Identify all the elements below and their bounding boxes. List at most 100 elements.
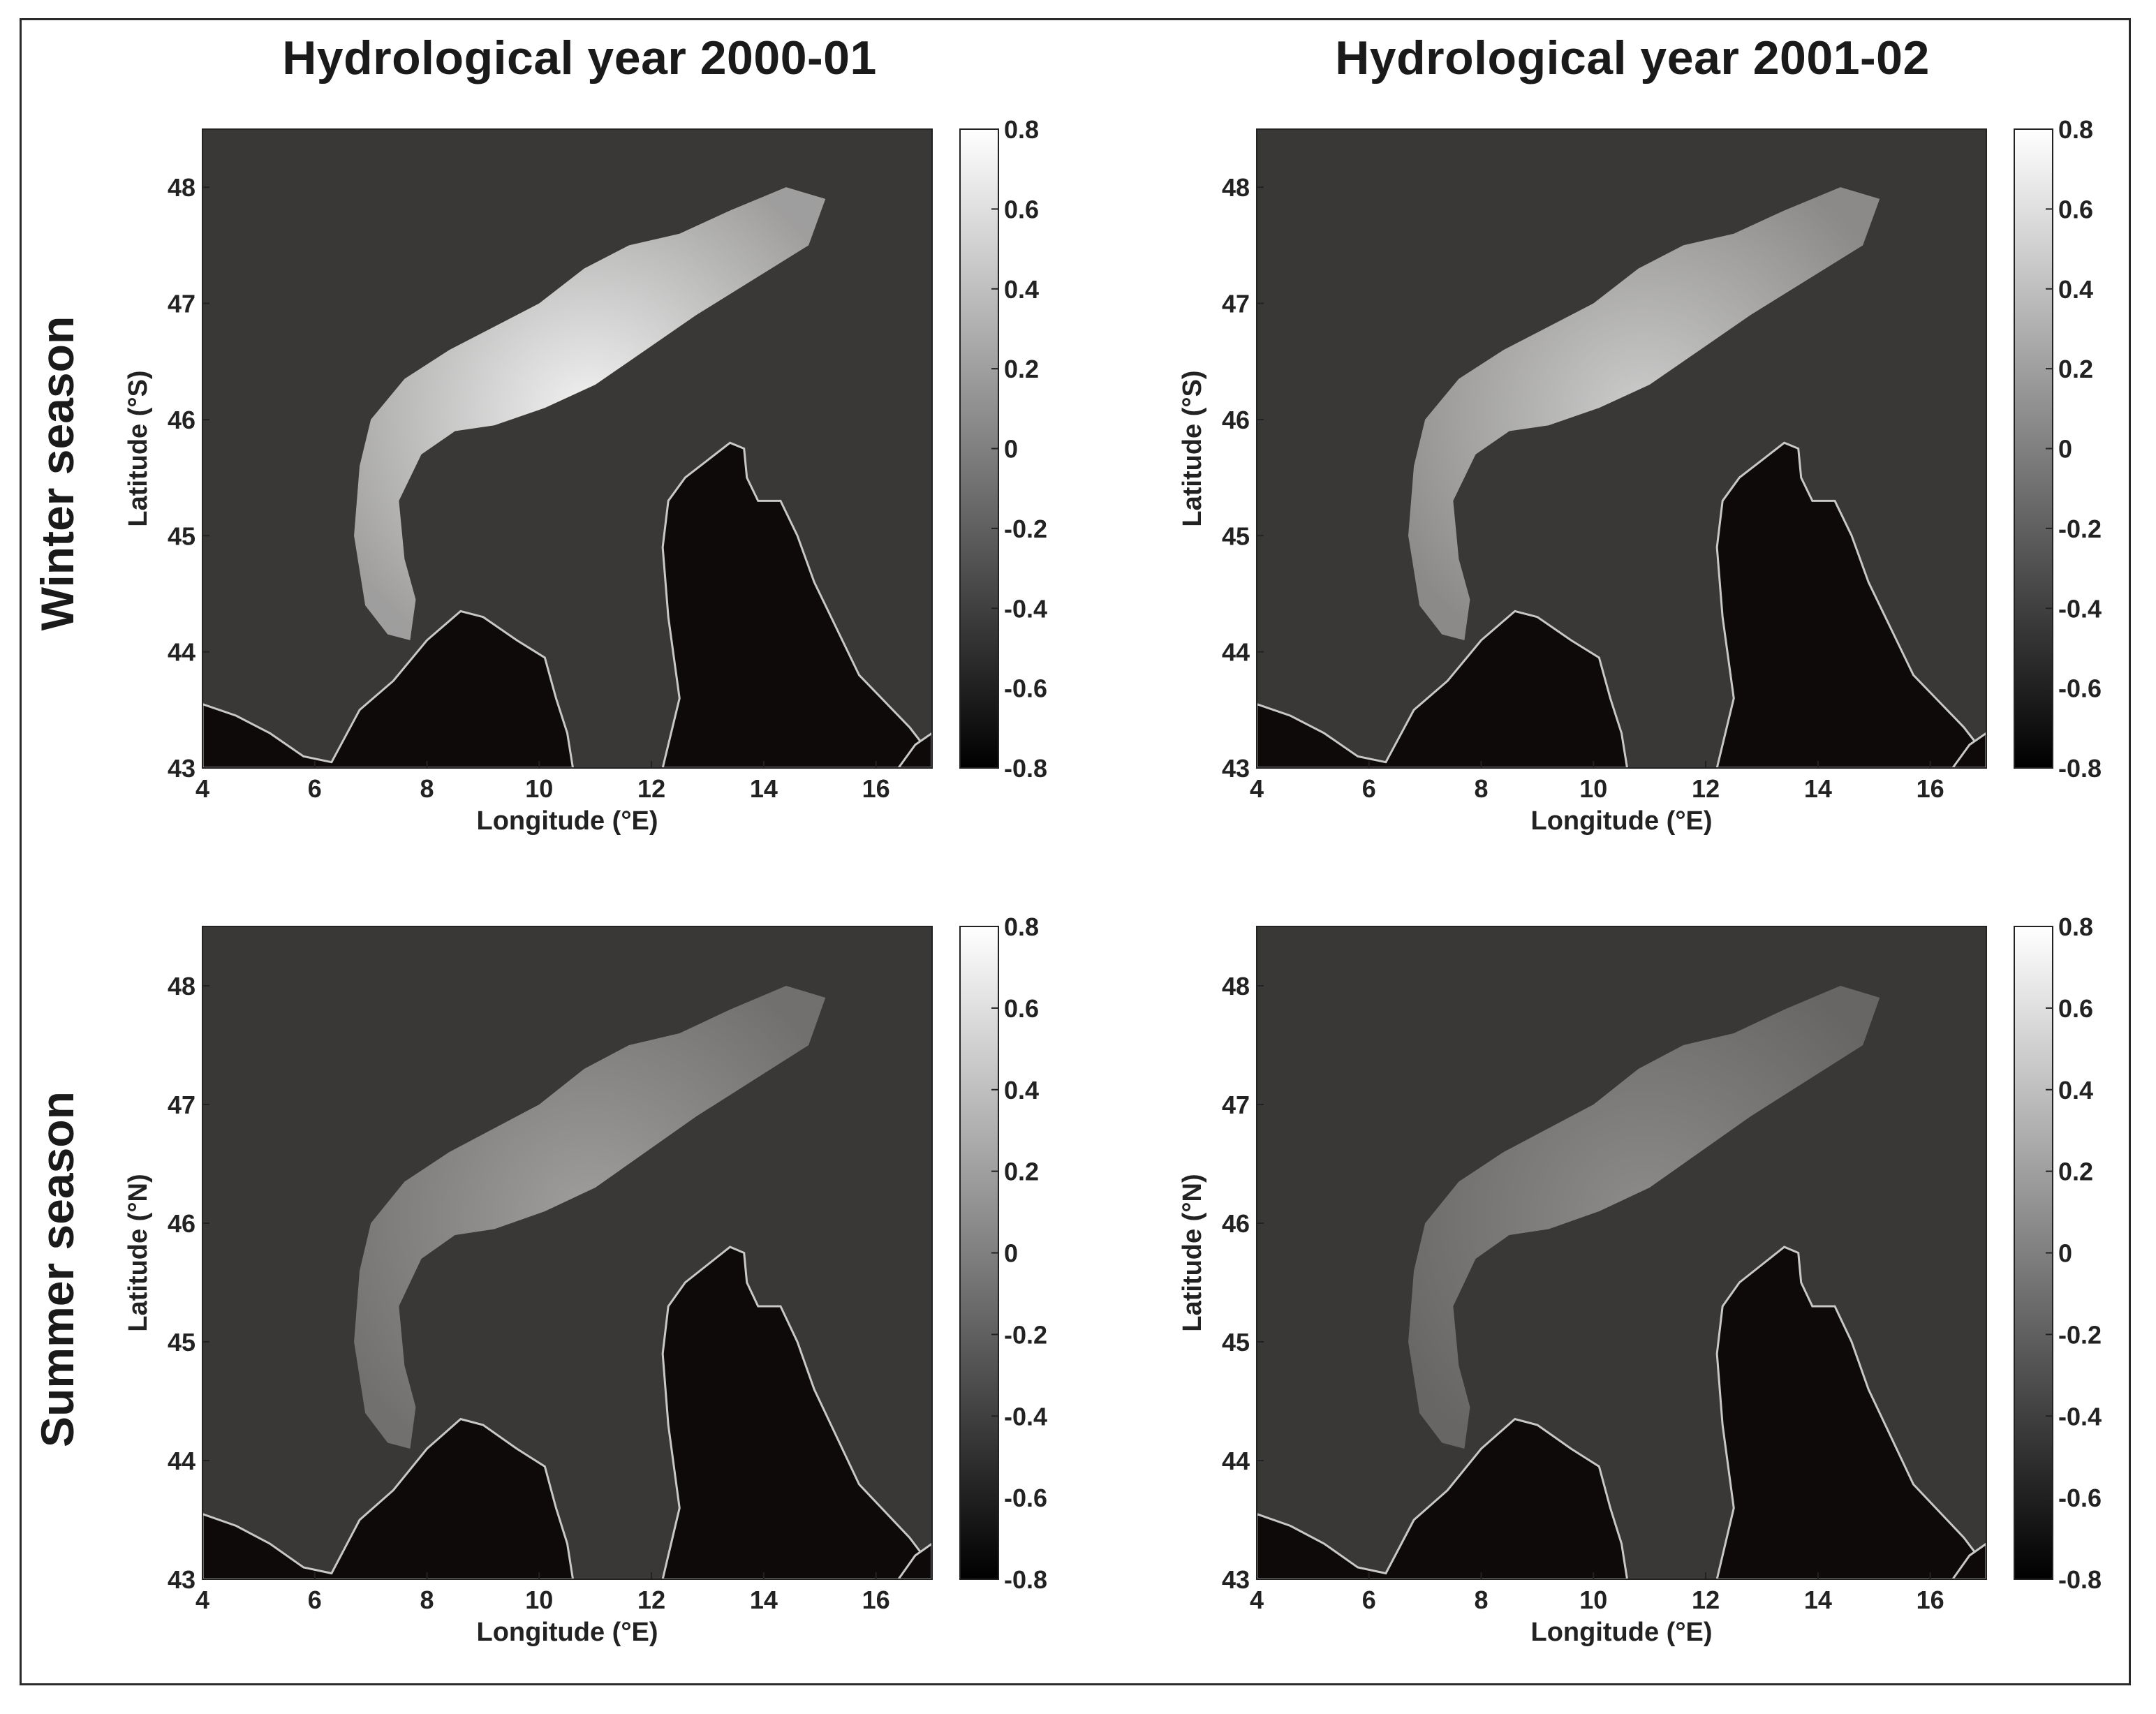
colorbar-tick-label: -0.6 [2058,674,2102,703]
y-tick-label: 43 [168,1565,195,1594]
y-tick-label: 48 [1222,173,1250,202]
alps-snow-region [1408,187,1880,640]
colorbar-tick-label: -0.4 [1004,1402,1047,1431]
adriatic-sea [661,441,932,768]
x-axis-title: Longitude (°E) [1530,1618,1712,1647]
y-axis-title: Latitude (°S) [124,370,153,526]
x-tick-label: 16 [862,774,890,803]
colorbar-tick-label: -0.4 [1004,594,1047,623]
x-tick-label: 10 [525,1586,553,1614]
x-tick-label: 10 [1579,1586,1607,1614]
row-title-summer: Summer season [31,1091,83,1447]
x-tick-label: 16 [1917,774,1944,803]
y-axis-title: Latitude (°S) [1178,370,1207,526]
sea-corner [1951,732,1986,768]
colorbar-tick-label: 0.8 [2058,913,2093,941]
x-tick-label: 4 [1250,1586,1264,1614]
y-tick-label: 43 [1222,1565,1250,1594]
column-title-2001-02: Hydrological year 2001-02 [1335,31,1930,84]
colorbar-tick-label: -0.8 [1004,754,1047,783]
colorbar-tick-label: 0.4 [1004,275,1039,304]
colorbar-tick-label: 0.8 [1004,913,1039,941]
sea-corner [896,1542,932,1579]
y-tick-label: 46 [168,406,195,434]
y-tick-label: 48 [1222,972,1250,1000]
y-tick-label: 46 [168,1209,195,1238]
colorbar-tick-label: 0.8 [1004,115,1039,144]
x-axis-title: Longitude (°E) [476,806,658,836]
x-tick-label: 12 [1692,774,1720,803]
y-tick-label: 44 [168,1447,195,1475]
y-tick-label: 48 [168,173,195,202]
colorbar-tick-label: 0 [2058,435,2072,464]
x-tick-label: 14 [750,774,778,803]
colorbar-tick-label: 0 [2058,1239,2072,1268]
colorbar-tick-label: 0.2 [1004,355,1039,383]
y-tick-label: 44 [1222,1447,1250,1475]
y-tick-label: 45 [168,1328,195,1357]
colorbar-tick-label: -0.2 [2058,1320,2102,1349]
plot-frame [202,128,933,769]
panel-summer-2000-01: 4 6 8 10 12 14 16 43 44 45 46 47 48 Longitude (°E) Lat… [105,902,1082,1670]
y-tick-label: 47 [168,290,195,318]
alps-snow-region [354,986,826,1449]
x-tick-label: 12 [1692,1586,1720,1614]
colorbar-tick-label: 0.8 [2058,115,2093,144]
x-tick-label: 4 [1250,774,1264,803]
colorbar-tick-label: 0.6 [1004,994,1039,1023]
colorbar-tick-label: 0.2 [1004,1158,1039,1186]
alps-snow-region [354,187,826,640]
x-tick-label: 14 [1804,774,1832,803]
y-tick-label: 48 [168,972,195,1000]
y-tick-label: 45 [168,522,195,550]
y-tick-label: 43 [1222,754,1250,783]
x-tick-label: 4 [195,1586,209,1614]
sea-corner [1951,1542,1986,1579]
colorbar-tick-label: -0.2 [1004,515,1047,543]
colorbar-tick-label: -0.6 [2058,1484,2102,1512]
x-tick-label: 8 [1475,774,1489,803]
y-tick-label: 46 [1222,1209,1250,1238]
x-tick-label: 14 [750,1586,778,1614]
colorbar-tick-label: 0.6 [2058,195,2093,223]
colorbar-tick-label: -0.4 [2058,1402,2102,1431]
x-tick-label: 6 [308,774,322,803]
y-tick-label: 47 [168,1091,195,1119]
y-axis-title: Latitude (°N) [1178,1174,1207,1331]
adriatic-sea [1715,441,1986,768]
x-tick-label: 14 [1804,1586,1832,1614]
adriatic-sea [1715,1246,1986,1579]
plot-frame [1256,926,1987,1580]
colorbar-tick-label: -0.2 [1004,1320,1047,1349]
colorbar-tick-label: 0.2 [2058,355,2093,383]
x-tick-label: 6 [1362,774,1376,803]
x-tick-label: 16 [862,1586,890,1614]
x-tick-label: 12 [637,774,665,803]
y-tick-label: 47 [1222,1091,1250,1119]
colorbar-tick-label: 0.6 [1004,195,1039,223]
colorbar-tick-label: -0.6 [1004,674,1047,703]
ligurian-sea [202,1417,575,1579]
row-title-winter: Winter season [31,316,83,631]
x-tick-label: 12 [637,1586,665,1614]
x-tick-label: 6 [1362,1586,1376,1614]
x-tick-label: 8 [420,1586,434,1614]
figure-frame [20,18,2131,1685]
x-tick-label: 8 [1475,1586,1489,1614]
plot-frame [202,926,933,1580]
x-tick-label: 16 [1917,1586,1944,1614]
column-title-2000-01: Hydrological year 2000-01 [282,31,877,84]
colorbar-tick-label: -0.8 [2058,754,2102,783]
colorbar-tick-label: 0 [1004,1239,1018,1268]
colorbar-tick-label: 0.4 [1004,1076,1039,1105]
panel-summer-2001-02: 4 6 8 10 12 14 16 43 44 45 46 47 48 Longitude (°E) Lat… [1159,902,2136,1670]
y-tick-label: 43 [168,754,195,783]
panel-winter-2001-02: 4 6 8 10 12 14 16 43 44 45 46 47 48 Longitude (°E) Lat… [1159,105,2136,859]
x-tick-label: 10 [525,774,553,803]
y-tick-label: 45 [1222,522,1250,550]
ligurian-sea [202,609,575,768]
colorbar-tick-label: -0.4 [2058,594,2102,623]
